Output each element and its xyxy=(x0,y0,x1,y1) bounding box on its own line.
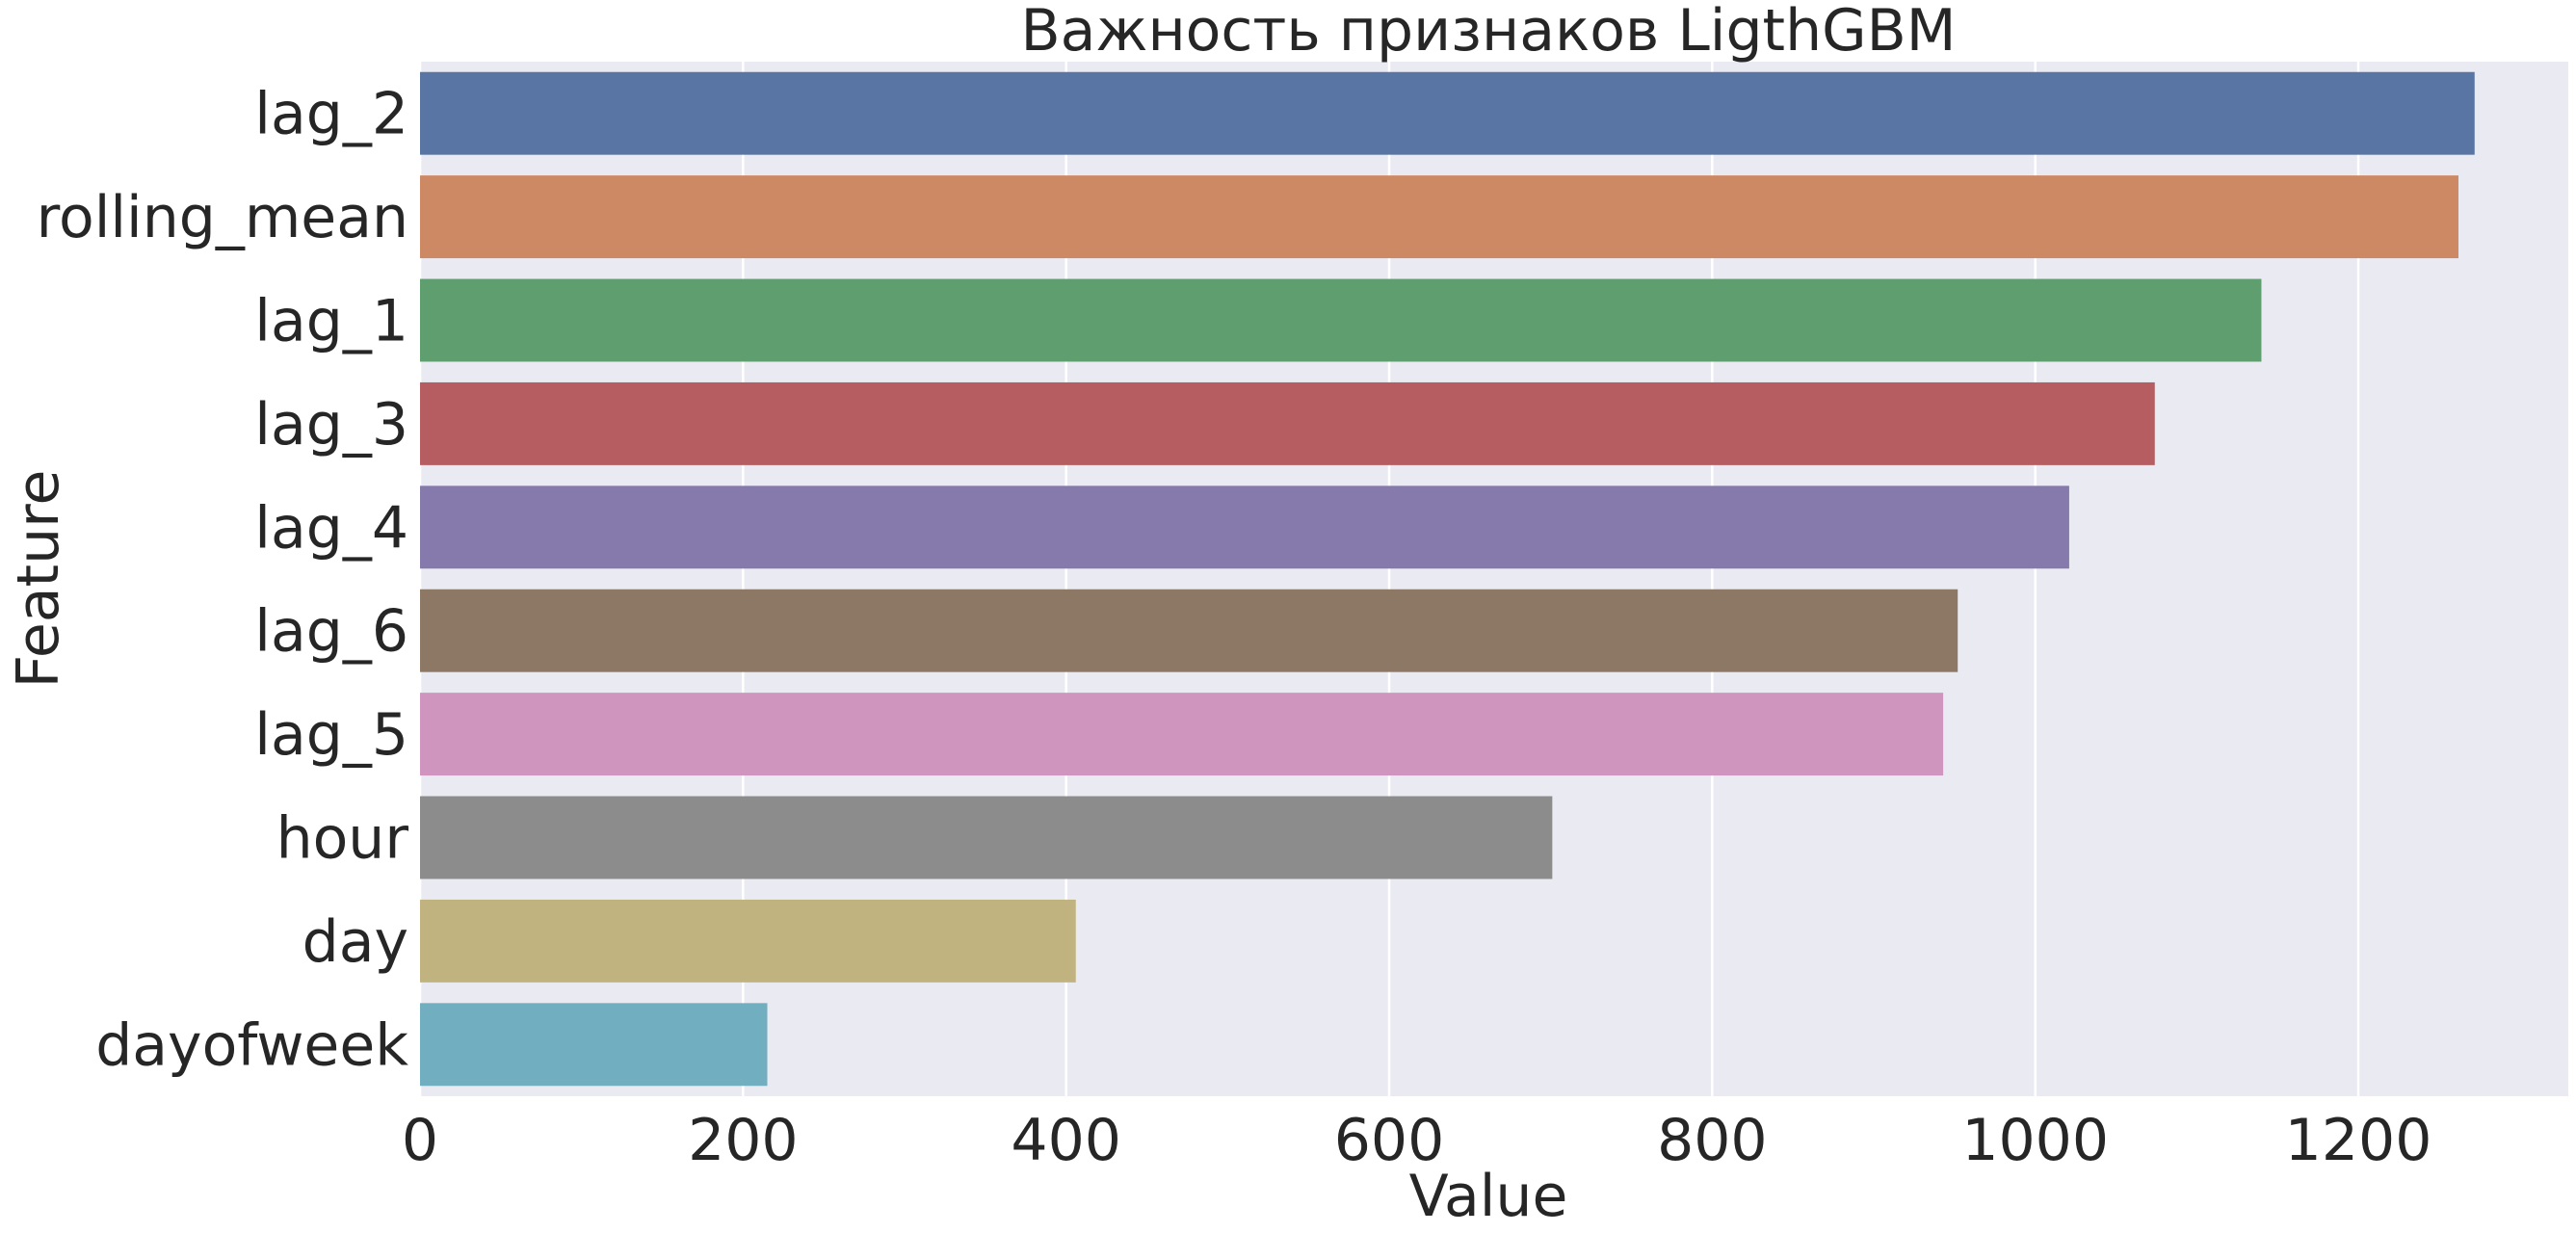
x-tick-label: 1200 xyxy=(2285,1107,2432,1174)
y-tick-label-hour: hour xyxy=(276,805,409,873)
x-tick-label: 600 xyxy=(1334,1107,1445,1174)
x-tick-labels: 0 200 400 600 800 1000 1200 xyxy=(402,1107,2431,1174)
bars xyxy=(420,71,2475,1087)
chart-title: Важность признаков LigthGBM xyxy=(1020,0,1956,65)
y-tick-label-lag_6: lag_6 xyxy=(254,598,408,666)
x-tick-label: 800 xyxy=(1657,1107,1768,1174)
bar-dayofweek xyxy=(420,1003,768,1087)
bar-hour xyxy=(420,796,1553,879)
bar-lag_1 xyxy=(420,278,2262,362)
bar-lag_4 xyxy=(420,485,2069,569)
x-tick-label: 0 xyxy=(402,1107,438,1174)
x-tick-label: 200 xyxy=(688,1107,799,1174)
y-axis-label: Feature xyxy=(5,470,72,689)
y-tick-label-lag_5: lag_5 xyxy=(254,701,408,769)
y-tick-label-lag_1: lag_1 xyxy=(254,288,408,355)
y-tick-label-dayofweek: dayofweek xyxy=(95,1011,408,1079)
y-tick-label-lag_4: lag_4 xyxy=(254,494,408,562)
x-tick-label: 400 xyxy=(1011,1107,1121,1174)
bar-day xyxy=(420,899,1076,983)
bar-lag_6 xyxy=(420,589,1958,672)
bar-rolling_mean xyxy=(420,175,2458,259)
y-tick-label-lag_3: lag_3 xyxy=(254,391,408,459)
x-tick-label: 1000 xyxy=(1961,1107,2109,1174)
x-axis-label: Value xyxy=(1409,1163,1568,1230)
y-tick-label-day: day xyxy=(302,908,408,976)
bar-lag_2 xyxy=(420,71,2475,155)
y-tick-label-lag_2: lag_2 xyxy=(254,81,408,148)
bar-lag_3 xyxy=(420,381,2155,465)
y-tick-labels: lag_2 rolling_mean lag_1 lag_3 lag_4 lag_6lag… xyxy=(37,81,409,1080)
y-tick-label-rolling_mean: rolling_mean xyxy=(37,184,408,251)
bar-lag_5 xyxy=(420,693,1944,776)
